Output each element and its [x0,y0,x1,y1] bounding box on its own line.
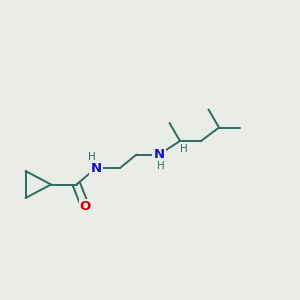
Text: H: H [180,144,188,154]
Text: O: O [80,200,91,214]
Text: H: H [157,161,164,171]
Text: N: N [90,161,102,175]
Text: N: N [153,148,165,161]
Text: H: H [88,152,95,162]
